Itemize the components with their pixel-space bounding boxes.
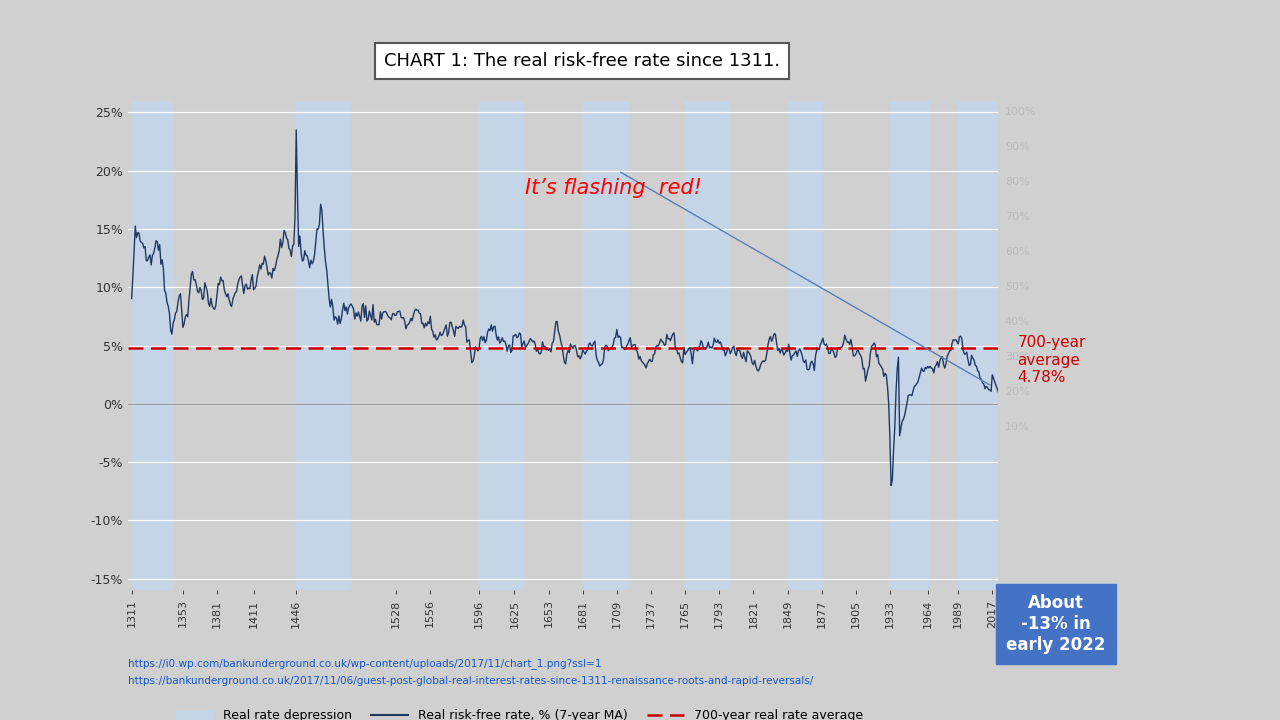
Text: 10%: 10% — [1005, 422, 1029, 432]
Text: 700-year
average
4.78%: 700-year average 4.78% — [1018, 335, 1085, 385]
Text: https://bankunderground.co.uk/2017/11/06/guest-post-global-real-interest-rates-s: https://bankunderground.co.uk/2017/11/06… — [128, 676, 813, 686]
Text: 100%: 100% — [1005, 107, 1037, 117]
Text: 80%: 80% — [1005, 177, 1029, 187]
Text: 20%: 20% — [1005, 387, 1029, 397]
Text: 70%: 70% — [1005, 212, 1029, 222]
Bar — [787, 101, 822, 590]
Bar — [582, 101, 627, 590]
Bar — [296, 101, 349, 590]
Text: CHART 1: The real risk-free rate since 1311.: CHART 1: The real risk-free rate since 1… — [384, 53, 781, 71]
Bar — [479, 101, 524, 590]
Bar — [132, 101, 173, 590]
Text: 50%: 50% — [1005, 282, 1029, 292]
Text: About
-13% in
early 2022: About -13% in early 2022 — [1006, 594, 1106, 654]
Text: 90%: 90% — [1005, 143, 1029, 153]
Text: 40%: 40% — [1005, 318, 1029, 328]
Text: https://i0.wp.com/bankunderground.co.uk/wp-content/uploads/2017/11/chart_1.png?s: https://i0.wp.com/bankunderground.co.uk/… — [128, 658, 602, 669]
Bar — [959, 101, 998, 590]
Legend: Real rate depression, Real risk-free rate, % (7-year MA), 700-year real rate ave: Real rate depression, Real risk-free rat… — [170, 704, 869, 720]
Bar — [685, 101, 728, 590]
Text: 30%: 30% — [1005, 352, 1029, 362]
Text: It’s flashing  red!: It’s flashing red! — [525, 179, 701, 199]
Text: 60%: 60% — [1005, 248, 1029, 257]
Bar — [890, 101, 928, 590]
